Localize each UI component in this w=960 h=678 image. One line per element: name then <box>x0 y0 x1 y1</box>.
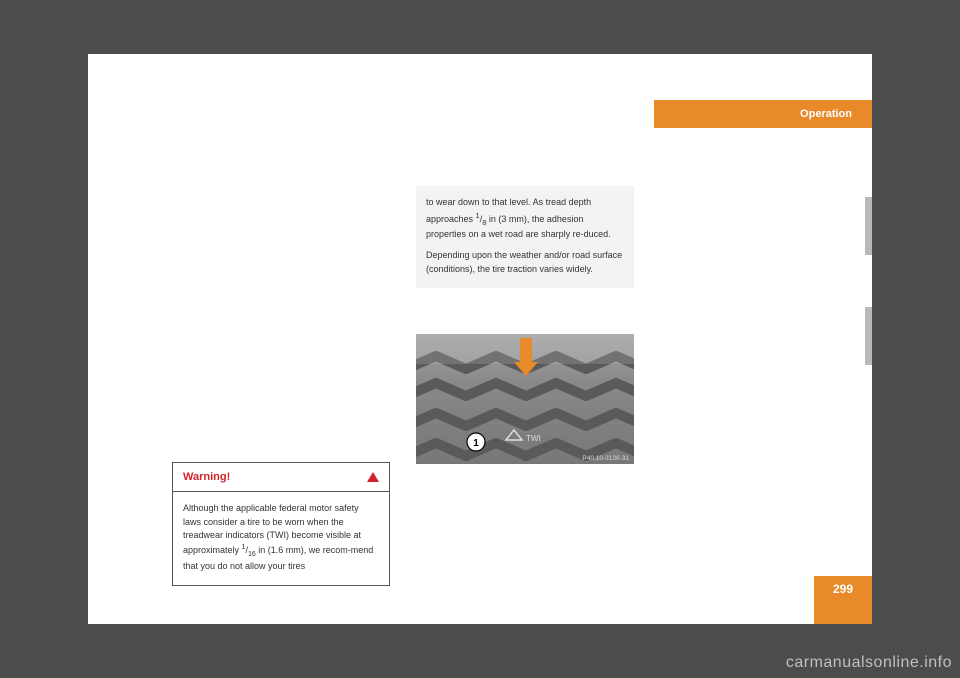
warning-header: Warning! <box>173 463 389 492</box>
twi-label: TWI <box>526 434 541 443</box>
section-title: Operation <box>800 108 852 120</box>
figure-code: P40.10-3136-31 <box>582 455 629 462</box>
warning-body: Although the applicable federal motor sa… <box>173 492 389 585</box>
warning-triangle-icon <box>367 472 379 482</box>
continuation-box: to wear down to that level. As tread dep… <box>416 186 634 288</box>
continuation-p2: Depending upon the weather and/or road s… <box>426 249 624 276</box>
manual-page: Operation Warning! Although the applicab… <box>88 54 872 624</box>
section-header-band: Operation <box>654 100 872 128</box>
warning-title: Warning! <box>183 471 230 483</box>
warning-box: Warning! Although the applicable federal… <box>172 462 390 586</box>
page-number: 299 <box>833 582 853 596</box>
continuation-p1: to wear down to that level. As tread dep… <box>426 196 624 241</box>
watermark: carmanualsonline.info <box>786 654 952 672</box>
callout-1: 1 <box>467 433 485 451</box>
page-number-band: 299 <box>814 576 872 624</box>
twi-marker: TWI <box>506 430 541 443</box>
tire-figure: TWI 1 P40.10-3136-31 <box>416 334 634 464</box>
svg-text:1: 1 <box>473 438 479 449</box>
side-tab <box>865 197 872 255</box>
side-tab <box>865 307 872 365</box>
